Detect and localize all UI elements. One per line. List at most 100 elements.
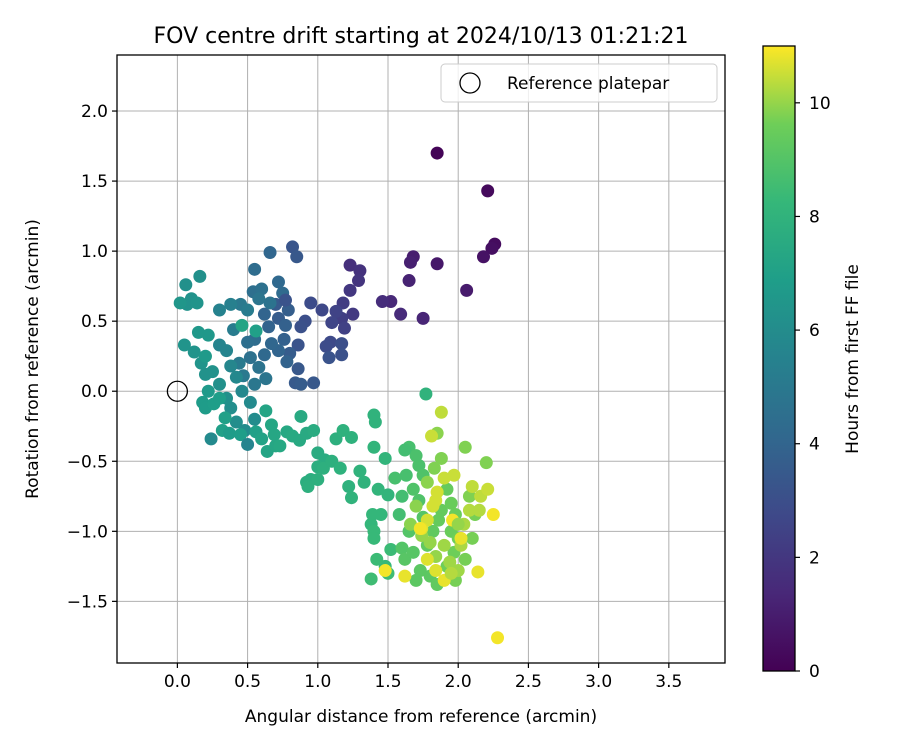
data-point xyxy=(454,531,468,545)
data-point xyxy=(374,508,388,522)
x-tick-label: 1.0 xyxy=(304,672,331,692)
data-point xyxy=(286,240,300,254)
data-point xyxy=(460,283,474,297)
axis-ticks: 0.0 0.5 1.0 1.5 2.0 2.5 3.0 3.5 −1.5 −1.0 −0.5 0.0 0… xyxy=(67,102,683,692)
data-point xyxy=(263,296,277,310)
data-point xyxy=(371,482,385,496)
data-point xyxy=(271,275,285,289)
legend-box xyxy=(440,63,718,103)
data-point xyxy=(440,482,454,496)
y-tick-label: 0.0 xyxy=(81,382,108,402)
data-point xyxy=(201,384,215,398)
data-point xyxy=(249,324,263,338)
data-point xyxy=(218,411,232,425)
data-point xyxy=(476,250,490,264)
data-point xyxy=(352,274,366,288)
data-point xyxy=(280,355,294,369)
data-point xyxy=(187,345,201,359)
data-point xyxy=(458,440,472,454)
colorbar-tick-label: 4 xyxy=(809,435,820,455)
data-point xyxy=(398,443,412,457)
data-point xyxy=(243,395,257,409)
data-point xyxy=(235,318,249,332)
data-point xyxy=(394,307,408,321)
data-point xyxy=(255,432,269,446)
data-point xyxy=(392,508,406,522)
data-point xyxy=(278,293,292,307)
data-points xyxy=(173,146,505,645)
data-point xyxy=(263,246,277,260)
data-point xyxy=(201,328,215,342)
colorbar-tick-label: 8 xyxy=(809,207,820,227)
data-point xyxy=(248,412,262,426)
data-point xyxy=(224,359,238,373)
data-point xyxy=(444,496,458,510)
data-point xyxy=(204,432,218,446)
data-point xyxy=(342,479,356,493)
data-point xyxy=(420,475,434,489)
y-tick-label: 2.0 xyxy=(81,102,108,122)
colorbar-tick-label: 2 xyxy=(809,548,820,568)
data-point xyxy=(193,269,207,283)
data-point xyxy=(367,531,381,545)
data-point xyxy=(353,464,367,478)
data-point xyxy=(335,337,349,351)
data-point xyxy=(447,468,461,482)
data-point xyxy=(335,348,349,362)
x-axis-label: Angular distance from reference (arcmin) xyxy=(245,707,597,727)
data-point xyxy=(241,303,255,317)
data-point xyxy=(304,296,318,310)
data-point xyxy=(224,401,238,415)
data-point xyxy=(426,524,440,538)
data-point xyxy=(388,471,402,485)
data-point xyxy=(399,468,413,482)
data-point xyxy=(191,325,205,339)
data-point xyxy=(423,536,437,550)
data-point xyxy=(346,307,360,321)
data-point xyxy=(432,513,446,527)
data-point xyxy=(378,564,392,578)
data-point xyxy=(241,335,255,349)
data-point xyxy=(403,517,417,531)
x-tick-label: 0.5 xyxy=(234,672,261,692)
data-point xyxy=(357,475,371,489)
y-tick-label: 1.0 xyxy=(81,242,108,262)
data-point xyxy=(241,437,255,451)
data-point xyxy=(337,321,351,335)
data-point xyxy=(430,146,444,160)
data-point xyxy=(381,488,395,502)
data-point xyxy=(294,320,308,334)
data-point xyxy=(248,262,262,276)
data-point xyxy=(344,430,358,444)
data-point xyxy=(252,360,266,374)
data-point xyxy=(370,552,384,566)
y-tick-label: −0.5 xyxy=(67,452,108,472)
data-point xyxy=(479,456,493,470)
data-point xyxy=(235,384,249,398)
chart-title: FOV centre drift starting at 2024/10/13 … xyxy=(154,24,689,49)
data-point xyxy=(403,255,417,269)
data-point xyxy=(409,499,423,513)
data-point xyxy=(434,451,448,465)
data-point xyxy=(294,377,308,391)
data-point xyxy=(291,362,305,376)
data-point xyxy=(343,258,357,272)
data-point xyxy=(252,292,266,306)
y-axis-label: Rotation from reference (arcmin) xyxy=(23,219,43,499)
y-tick-label: 1.5 xyxy=(81,172,108,192)
data-point xyxy=(198,349,212,363)
data-point xyxy=(291,338,305,352)
data-point xyxy=(267,428,281,442)
data-point xyxy=(353,264,367,278)
data-point xyxy=(213,303,227,317)
data-point xyxy=(344,491,358,505)
data-point xyxy=(416,311,430,325)
x-tick-label: 3.5 xyxy=(655,672,682,692)
data-point xyxy=(307,376,321,390)
colorbar-label: Hours from first FF file xyxy=(843,264,863,454)
data-point xyxy=(367,440,381,454)
data-point xyxy=(481,482,495,496)
data-point xyxy=(429,564,443,578)
data-point xyxy=(430,257,444,271)
